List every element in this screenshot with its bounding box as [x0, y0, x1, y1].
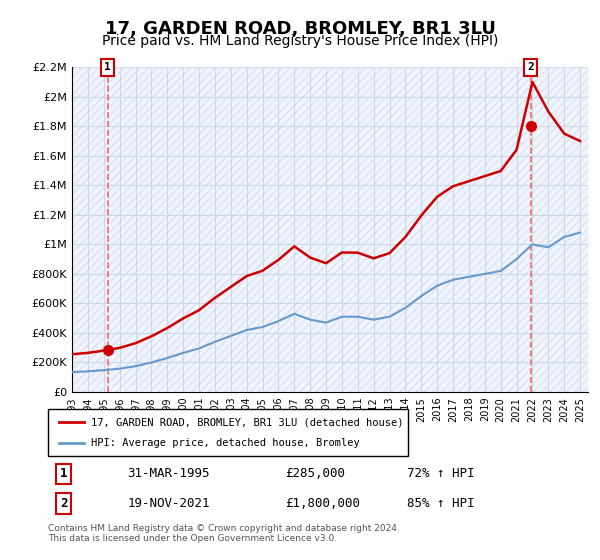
- Text: £285,000: £285,000: [286, 468, 346, 480]
- Text: 17, GARDEN ROAD, BROMLEY, BR1 3LU: 17, GARDEN ROAD, BROMLEY, BR1 3LU: [104, 20, 496, 38]
- Text: 1: 1: [60, 468, 68, 480]
- FancyBboxPatch shape: [48, 409, 408, 456]
- Text: 31-MAR-1995: 31-MAR-1995: [127, 468, 210, 480]
- Text: 2: 2: [527, 62, 534, 72]
- Text: 72% ↑ HPI: 72% ↑ HPI: [407, 468, 475, 480]
- Text: 19-NOV-2021: 19-NOV-2021: [127, 497, 210, 510]
- Text: 2: 2: [60, 497, 68, 510]
- Text: Contains HM Land Registry data © Crown copyright and database right 2024.
This d: Contains HM Land Registry data © Crown c…: [48, 524, 400, 543]
- Text: £1,800,000: £1,800,000: [286, 497, 361, 510]
- Text: 85% ↑ HPI: 85% ↑ HPI: [407, 497, 475, 510]
- Text: HPI: Average price, detached house, Bromley: HPI: Average price, detached house, Brom…: [91, 438, 360, 448]
- Text: 17, GARDEN ROAD, BROMLEY, BR1 3LU (detached house): 17, GARDEN ROAD, BROMLEY, BR1 3LU (detac…: [91, 417, 404, 427]
- Text: 1: 1: [104, 62, 111, 72]
- Text: Price paid vs. HM Land Registry's House Price Index (HPI): Price paid vs. HM Land Registry's House …: [102, 34, 498, 48]
